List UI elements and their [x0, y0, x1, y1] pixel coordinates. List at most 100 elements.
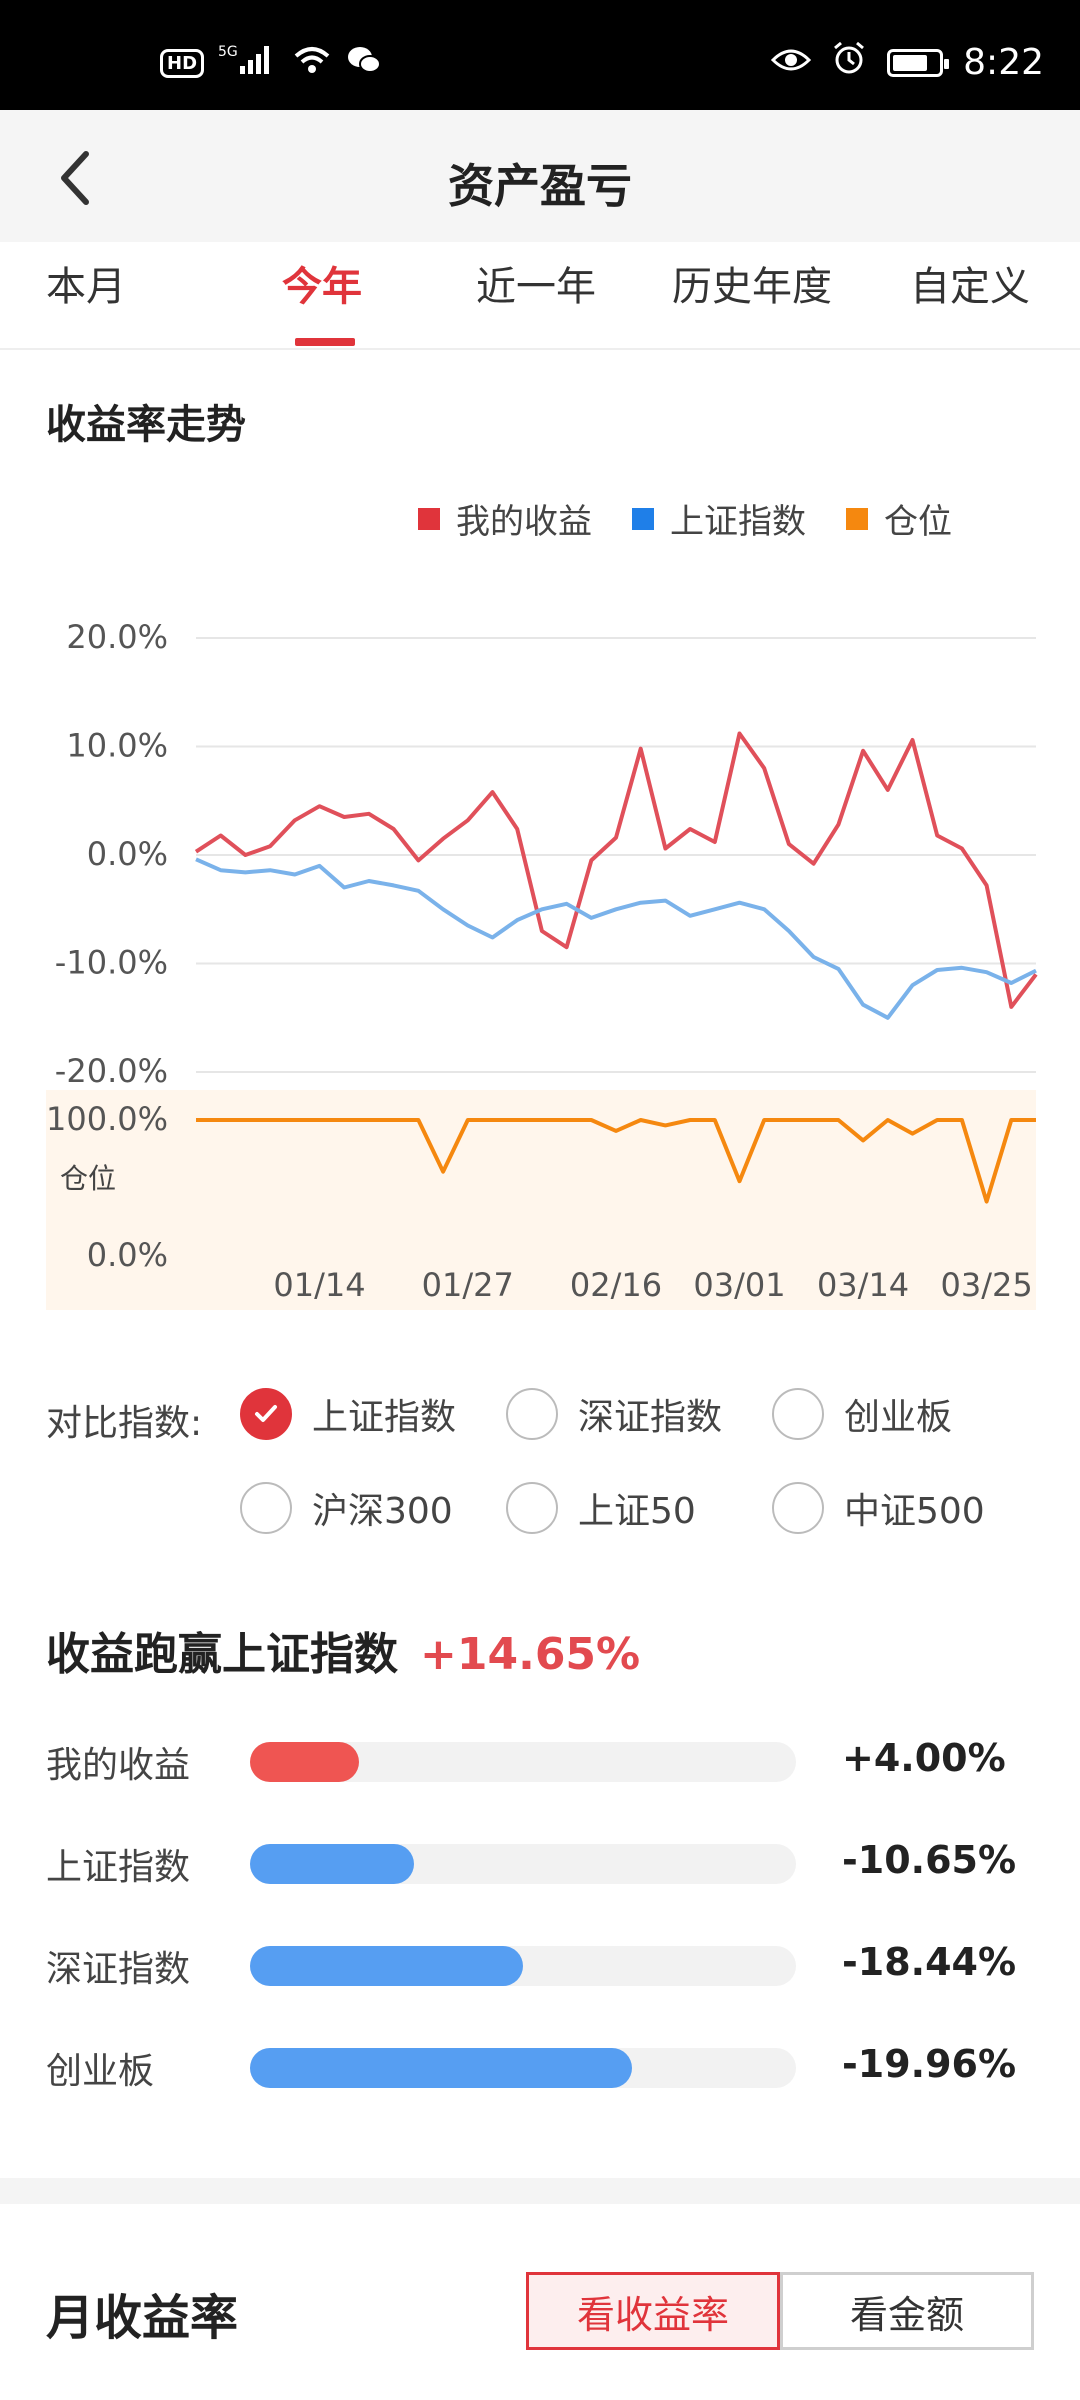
radio-label: 上证50 — [578, 1491, 696, 1532]
legend-swatch — [418, 507, 440, 530]
beat-text: 收益跑赢上证指数 — [46, 1629, 398, 1680]
radio-circle-icon — [506, 1482, 558, 1534]
position-y-tick-label: 100.0% — [46, 1100, 168, 1138]
position-axis-label: 仓位 — [60, 1162, 116, 1195]
beat-summary: 收益跑赢上证指数 +14.65% — [46, 1618, 640, 1682]
radio-csi500[interactable]: 中证500 — [772, 1482, 985, 1534]
tab-this-month[interactable]: 本月 — [46, 264, 126, 310]
beat-value: +14.65% — [420, 1629, 641, 1680]
view-amount-button[interactable]: 看金额 — [780, 2272, 1034, 2350]
wechat-icon — [346, 44, 382, 83]
bar-label: 上证指数 — [46, 1847, 191, 1888]
radio-label: 深证指数 — [578, 1397, 723, 1438]
bar-track — [250, 2048, 796, 2088]
section-title-yield-trend: 收益率走势 — [46, 402, 246, 448]
active-tab-indicator — [295, 338, 355, 346]
radio-label: 上证指数 — [312, 1397, 457, 1438]
position-panel-bg — [46, 1090, 1036, 1310]
legend-label: 仓位 — [884, 502, 952, 542]
radio-label: 沪深300 — [312, 1491, 453, 1532]
x-tick-label: 02/16 — [570, 1266, 662, 1304]
compare-bar-row: 深证指数 -18.44% — [46, 1934, 1046, 1994]
bar-track — [250, 1742, 796, 1782]
x-tick-label: 03/14 — [817, 1266, 909, 1304]
y-tick-label: 10.0% — [66, 727, 168, 765]
bar-label: 我的收益 — [46, 1745, 191, 1786]
compare-bar-row: 创业板 -19.96% — [46, 2036, 1046, 2096]
title-bar: 资产盈亏 — [0, 110, 1080, 242]
status-left: HD 5G — [160, 42, 382, 85]
view-rate-button[interactable]: 看收益率 — [526, 2272, 780, 2350]
bar-value: +4.00% — [842, 1736, 1006, 1780]
wifi-icon — [292, 44, 332, 83]
alarm-icon — [831, 40, 867, 85]
radio-sse50[interactable]: 上证50 — [506, 1482, 696, 1534]
bar-fill — [250, 1742, 360, 1782]
bar-label: 深证指数 — [46, 1949, 191, 1990]
y-tick-label: -20.0% — [55, 1052, 168, 1090]
bar-fill — [250, 1844, 414, 1884]
legend-item-position: 仓位 — [846, 494, 952, 543]
radio-label: 中证500 — [844, 1491, 985, 1532]
bar-value: -19.96% — [842, 2042, 1017, 2086]
compare-label: 对比指数: — [46, 1403, 203, 1444]
tab-last-year[interactable]: 近一年 — [476, 264, 596, 310]
bar-track — [250, 1946, 796, 1986]
radio-circle-icon — [240, 1482, 292, 1534]
chevron-left-icon — [61, 151, 89, 205]
bar-track — [250, 1844, 796, 1884]
bar-fill — [250, 1946, 523, 1986]
legend-label: 上证指数 — [670, 502, 806, 542]
back-button[interactable] — [52, 148, 102, 208]
x-tick-label: 03/25 — [940, 1266, 1032, 1304]
yield-chart-svg: 20.0% 10.0% 0.0% -10.0% -20.0% 100.0% 0.0% 01/1… — [46, 618, 1038, 1310]
radio-label: 创业板 — [844, 1397, 953, 1438]
y-tick-label: 0.0% — [87, 835, 168, 873]
period-tabs: 本月 今年 近一年 历史年度 自定义 — [0, 242, 1080, 350]
series-line-sse-index — [195, 857, 1037, 1020]
tab-history-years[interactable]: 历史年度 — [672, 264, 832, 310]
x-tick-label: 03/01 — [693, 1266, 785, 1304]
checkbox-checked-icon — [240, 1388, 292, 1440]
radio-circle-icon — [506, 1388, 558, 1440]
radio-chinext[interactable]: 创业板 — [772, 1388, 952, 1440]
x-tick-label: 01/14 — [273, 1266, 365, 1304]
yield-chart: 20.0% 10.0% 0.0% -10.0% -20.0% 100.0% 0.0% 01/1… — [0, 560, 1080, 1320]
legend-swatch — [846, 507, 868, 530]
tab-custom[interactable]: 自定义 — [910, 264, 1030, 310]
radio-circle-icon — [772, 1482, 824, 1534]
y-tick-label: -10.0% — [55, 944, 168, 982]
chart-legend: 我的收益 上证指数 仓位 — [418, 494, 952, 543]
series-line-my-return — [194, 731, 1038, 1009]
series-line-position — [196, 1118, 1036, 1204]
radio-csi300[interactable]: 沪深300 — [240, 1482, 453, 1534]
bar-fill — [250, 2048, 633, 2088]
status-bar: HD 5G 8:22 — [0, 0, 1080, 110]
status-right: 8:22 — [771, 40, 1044, 85]
tab-this-year[interactable]: 今年 — [282, 264, 362, 310]
radio-sse-index[interactable]: 上证指数 — [240, 1388, 456, 1440]
bar-value: -10.65% — [842, 1838, 1017, 1882]
legend-swatch — [632, 507, 654, 530]
bar-label: 创业板 — [46, 2051, 155, 2092]
y-tick-label: 20.0% — [66, 618, 168, 656]
page-title: 资产盈亏 — [448, 159, 632, 213]
signal-icon: 5G — [218, 42, 278, 85]
network-label: 5G — [218, 44, 238, 60]
legend-item-my-return: 我的收益 — [418, 494, 592, 543]
hd-icon: HD — [160, 49, 205, 78]
eye-icon — [771, 42, 812, 83]
bar-value: -18.44% — [842, 1940, 1017, 1984]
battery-icon — [887, 48, 950, 77]
legend-label: 我的收益 — [456, 502, 592, 542]
radio-szse-index[interactable]: 深证指数 — [506, 1388, 722, 1440]
radio-circle-icon — [772, 1388, 824, 1440]
position-y-tick-label: 0.0% — [87, 1236, 168, 1274]
monthly-return-title: 月收益率 — [46, 2290, 239, 2346]
compare-bar-row: 我的收益 +4.00% — [46, 1730, 1046, 1790]
legend-item-sse-index: 上证指数 — [632, 494, 806, 543]
section-divider — [0, 2178, 1080, 2204]
compare-bar-row: 上证指数 -10.65% — [46, 1832, 1046, 1892]
status-time: 8:22 — [963, 42, 1044, 83]
x-tick-label: 01/27 — [422, 1266, 514, 1304]
